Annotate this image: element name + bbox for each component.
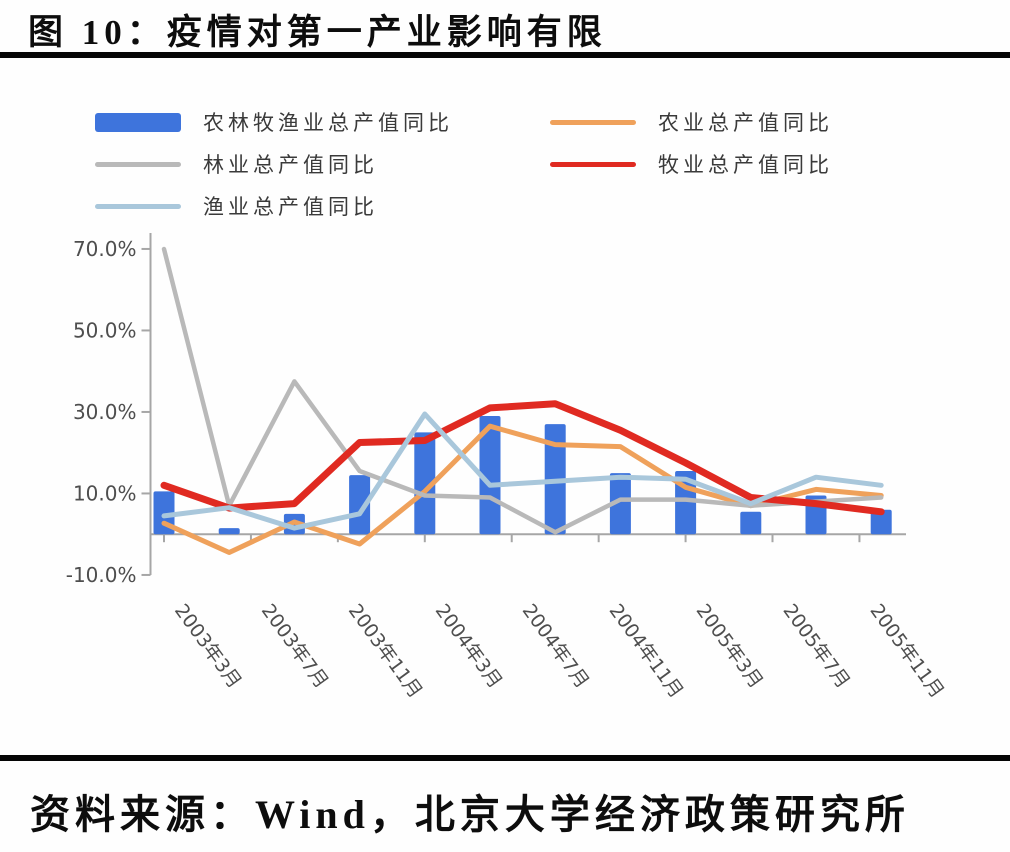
legend-label: 牧业总产值同比	[658, 153, 833, 177]
bar-total-output	[479, 416, 501, 535]
legend-swatch-agriculture-line	[550, 119, 636, 125]
legend-item-agriculture: 农业总产值同比	[550, 101, 975, 143]
legend-item-total: 农林牧渔业总产值同比	[95, 101, 550, 143]
legend-item-husbandry: 牧业总产值同比	[550, 143, 975, 185]
y-axis-label: 10.0%	[73, 481, 137, 505]
x-axis-label: 2003年7月	[257, 600, 333, 693]
legend-swatch-fishery-line	[95, 203, 181, 209]
bar-total-output	[870, 509, 892, 535]
legend-label: 渔业总产值同比	[203, 195, 378, 219]
y-axis-label: 70.0%	[73, 237, 137, 261]
chart-legend: 农林牧渔业总产值同比 农业总产值同比 林业总产值同比 牧业总产值同比 渔业总产值…	[95, 101, 975, 227]
legend-label: 农林牧渔业总产值同比	[203, 111, 453, 135]
figure-title: 图 10：疫情对第一产业影响有限	[28, 13, 607, 52]
legend-swatch-total-bar	[95, 112, 181, 132]
x-axis-label: 2005年3月	[692, 600, 768, 693]
x-axis-label: 2004年3月	[431, 600, 507, 693]
x-axis-label: 2003年11月	[344, 600, 427, 702]
x-axis-label: 2005年7月	[778, 600, 854, 693]
y-axis-label: -10.0%	[66, 563, 137, 587]
x-axis-label: 2004年7月	[518, 600, 594, 693]
bar-total-output	[609, 473, 631, 535]
line-fishery	[161, 411, 884, 531]
x-axis-label: 2003年3月	[170, 600, 246, 693]
y-axis-label: 50.0%	[73, 318, 137, 342]
title-divider	[0, 52, 1010, 58]
bar-total-output	[218, 528, 240, 535]
y-axis-label: 30.0%	[73, 400, 137, 424]
legend-item-forestry: 林业总产值同比	[95, 143, 550, 185]
legend-label: 林业总产值同比	[203, 153, 378, 177]
legend-item-fishery: 渔业总产值同比	[95, 185, 550, 227]
bar-total-output	[349, 475, 371, 535]
source-note: 资料来源：Wind，北京大学经济政策研究所	[30, 792, 910, 837]
footer-divider	[0, 755, 1010, 761]
x-axis-label: 2004年11月	[605, 600, 688, 702]
legend-label: 农业总产值同比	[658, 111, 833, 135]
x-axis-label: 2005年11月	[865, 600, 948, 702]
line-forestry	[161, 246, 884, 535]
bar-total-output	[740, 511, 762, 535]
legend-swatch-husbandry-line	[550, 161, 636, 167]
legend-swatch-forestry-line	[95, 161, 181, 167]
bar-total-output	[414, 432, 436, 535]
